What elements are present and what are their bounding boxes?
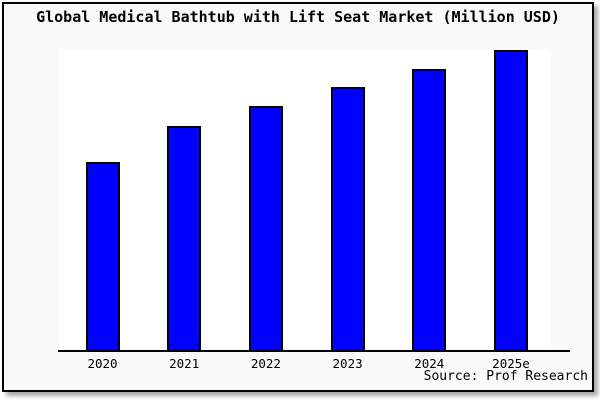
bar-2023 (330, 87, 365, 351)
bar-2022 (248, 106, 283, 351)
x-tick-2020: 2020 (87, 356, 118, 371)
x-tick-2024: 2024 (414, 356, 445, 371)
x-axis-line (58, 350, 570, 352)
bar-2021 (167, 126, 202, 351)
bar-2020 (85, 162, 120, 351)
chart-title: Global Medical Bathtub with Lift Seat Ma… (36, 8, 560, 26)
chart-frame: Global Medical Bathtub with Lift Seat Ma… (2, 2, 594, 392)
source-text: Source: Prof Research (423, 369, 588, 384)
x-tick-2023: 2023 (332, 356, 363, 371)
x-tick-2025e: 2025e (492, 356, 530, 371)
x-tick-2022: 2022 (250, 356, 281, 371)
plot-area (59, 49, 551, 351)
x-tick-2021: 2021 (169, 356, 200, 371)
bar-2024 (412, 69, 447, 351)
bar-2025e (494, 50, 528, 351)
